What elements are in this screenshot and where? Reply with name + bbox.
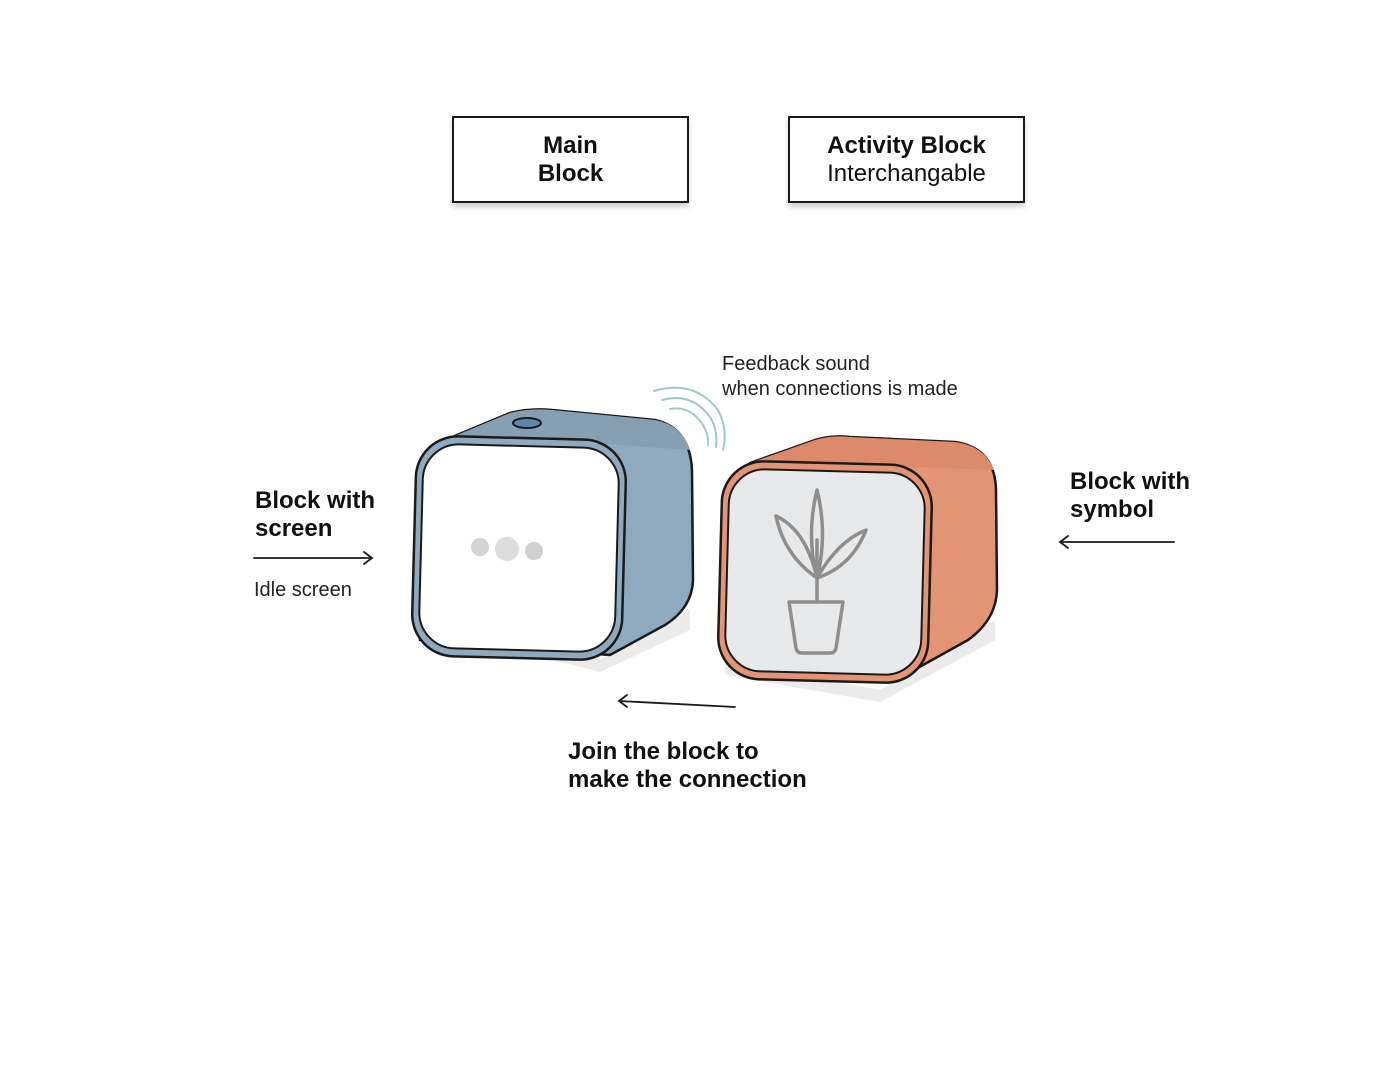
arrow-to-activity-block — [1058, 535, 1175, 549]
idle-screen-annotation: Idle screen — [254, 579, 352, 601]
sound-waves-icon — [653, 386, 726, 451]
right-label-line1: Block with — [1070, 468, 1191, 495]
left-label-line2: screen — [255, 515, 333, 542]
join-label-line1: Join the block to — [568, 738, 759, 765]
potted-plant-icon — [774, 488, 868, 655]
main-block-label-line2: Block — [537, 159, 604, 187]
activity-block-label-title: Activity Block — [827, 131, 986, 159]
join-blocks-annotation: Join the block to make the connection — [568, 738, 807, 794]
activity-block-label-subtitle: Interchangable — [827, 159, 986, 187]
activity-block — [717, 435, 999, 702]
block-with-symbol-annotation: Block with symbol — [1070, 468, 1190, 524]
arrow-to-main-block — [253, 551, 374, 565]
block-with-screen-annotation: Block with screen — [255, 487, 375, 543]
left-label-line1: Block with — [255, 487, 376, 514]
main-block-label-box: Main Block — [452, 116, 689, 203]
main-block-screen — [418, 443, 620, 653]
main-block — [410, 408, 695, 672]
feedback-line2: when connections is made — [722, 378, 958, 400]
activity-block-screen — [724, 468, 926, 676]
loading-dots-icon — [471, 537, 543, 561]
arrow-join-blocks — [617, 694, 736, 708]
top-button-icon — [512, 417, 542, 429]
feedback-sound-annotation: Feedback sound when connections is made — [722, 352, 958, 402]
join-label-line2: make the connection — [568, 766, 807, 793]
activity-block-label-box: Activity Block Interchangable — [788, 116, 1025, 203]
feedback-line1: Feedback sound — [722, 353, 870, 375]
main-block-label-line1: Main — [543, 131, 598, 159]
right-label-line2: symbol — [1070, 496, 1155, 523]
